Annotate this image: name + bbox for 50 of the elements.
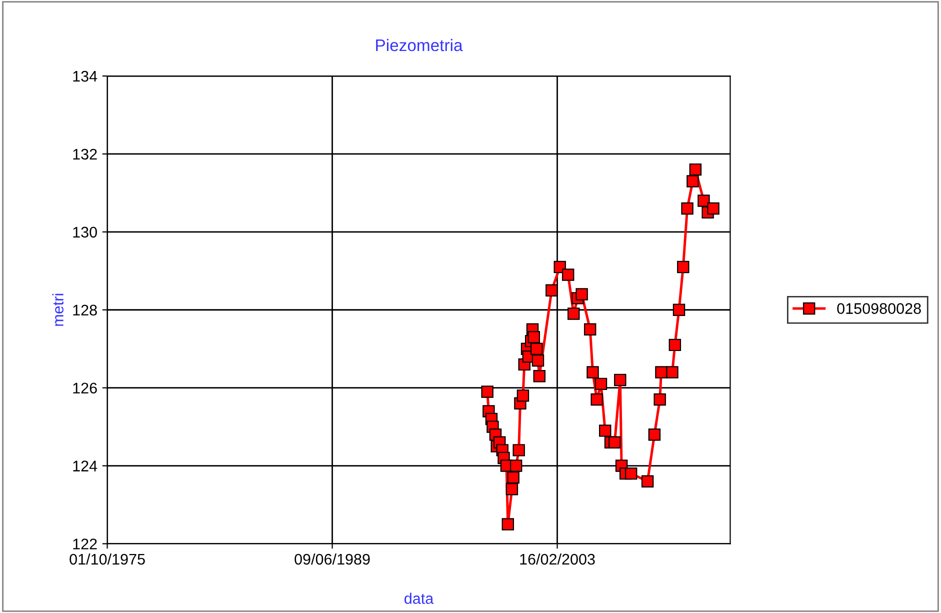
point bbox=[672, 304, 686, 316]
x-axis-title: data bbox=[404, 592, 434, 604]
point bbox=[562, 268, 574, 281]
y-axis-title: metri bbox=[52, 294, 64, 326]
point bbox=[608, 436, 621, 448]
x-tick-label: 16/02/2003 bbox=[520, 553, 595, 565]
point bbox=[689, 163, 702, 176]
point bbox=[655, 366, 668, 378]
chart-title: Piezometria bbox=[376, 38, 463, 52]
point bbox=[641, 475, 654, 488]
point bbox=[590, 393, 603, 406]
point bbox=[698, 194, 710, 207]
point bbox=[502, 518, 514, 530]
y-tick-label: 128 bbox=[73, 304, 97, 316]
point bbox=[666, 366, 678, 378]
y-tick-label: 124 bbox=[73, 460, 98, 472]
point bbox=[533, 370, 546, 382]
point bbox=[654, 393, 666, 406]
point bbox=[584, 323, 596, 336]
point bbox=[677, 260, 690, 274]
point bbox=[594, 378, 608, 390]
y-tick-label: 126 bbox=[73, 382, 97, 394]
point bbox=[648, 428, 661, 441]
y-tick-label: 132 bbox=[73, 148, 97, 160]
point bbox=[512, 444, 525, 456]
point bbox=[707, 202, 720, 215]
point bbox=[599, 424, 612, 437]
y-tick-label: 130 bbox=[73, 226, 97, 238]
point bbox=[681, 202, 694, 215]
y-tick-label: 122 bbox=[73, 538, 97, 550]
legend-label: 0150980028 bbox=[837, 303, 921, 314]
point bbox=[576, 288, 588, 300]
point bbox=[546, 284, 558, 296]
point bbox=[481, 386, 494, 398]
point bbox=[614, 374, 626, 386]
x-tick-label: 09/06/1989 bbox=[294, 553, 370, 565]
point bbox=[530, 342, 543, 355]
point bbox=[507, 471, 520, 484]
point bbox=[624, 467, 638, 480]
point bbox=[586, 366, 599, 378]
point bbox=[568, 308, 580, 320]
y-tick-label: 134 bbox=[73, 70, 98, 82]
point bbox=[516, 390, 530, 402]
point bbox=[532, 354, 544, 367]
x-tick-label: 01/10/1975 bbox=[70, 553, 145, 565]
point bbox=[506, 483, 518, 496]
point bbox=[528, 331, 540, 344]
point bbox=[668, 338, 682, 352]
point bbox=[686, 175, 699, 188]
point bbox=[510, 460, 522, 472]
